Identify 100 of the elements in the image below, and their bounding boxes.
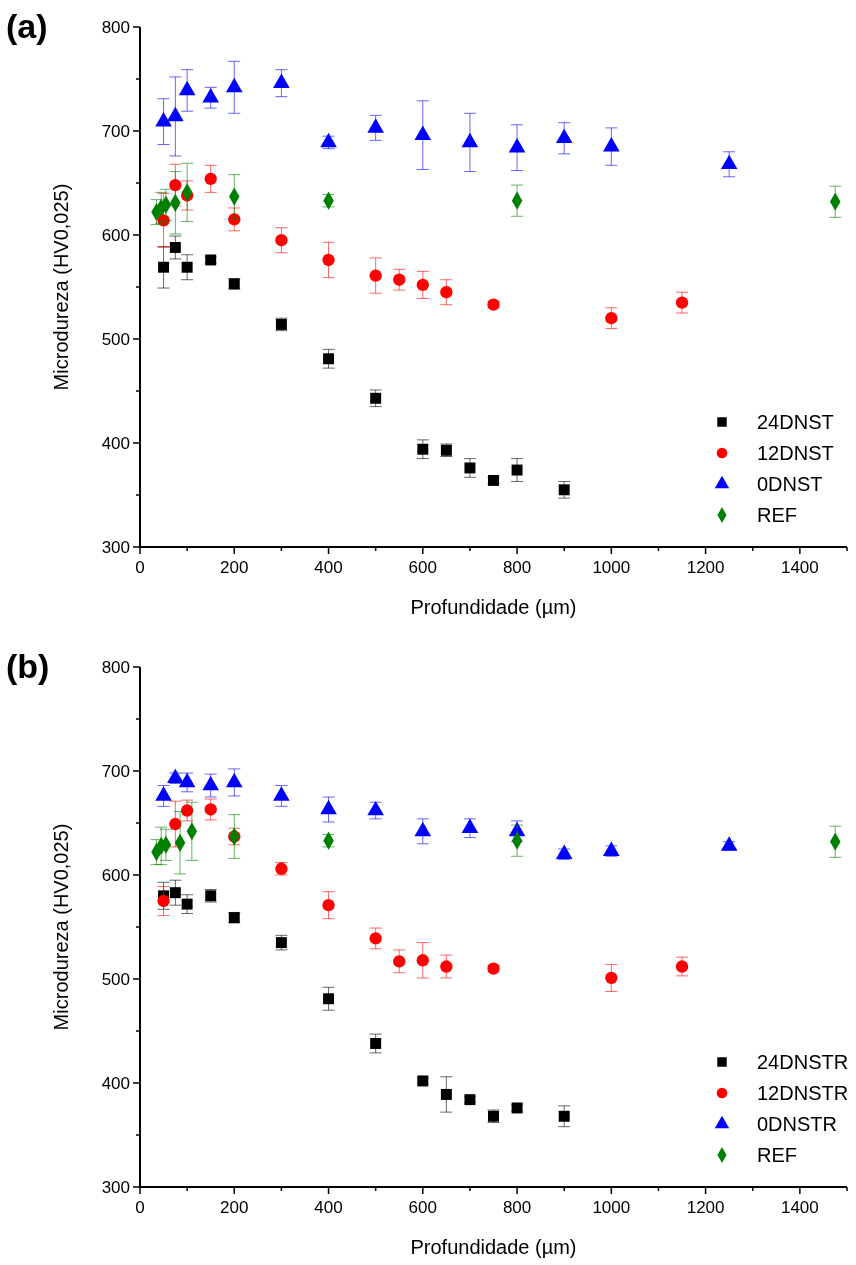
point	[440, 960, 453, 973]
chart-title: (a)	[6, 7, 48, 45]
x-tick-label: 800	[502, 1198, 532, 1217]
x-tick-label: 1000	[592, 558, 631, 577]
point	[367, 118, 384, 133]
point	[204, 172, 217, 186]
point	[461, 132, 479, 148]
legend-label: REF	[757, 504, 797, 526]
point	[169, 887, 181, 899]
point	[558, 484, 570, 496]
point	[417, 443, 429, 455]
x-tick-label: 400	[314, 1198, 343, 1217]
point	[603, 841, 620, 856]
x-tick-label: 1400	[780, 1198, 819, 1217]
y-tick-label: 400	[101, 434, 130, 453]
point	[180, 804, 194, 817]
point	[204, 803, 217, 816]
point	[720, 836, 738, 851]
point	[416, 954, 429, 967]
point	[370, 392, 382, 404]
x-tick-label: 1400	[780, 558, 819, 577]
point	[605, 971, 618, 985]
point	[169, 817, 182, 831]
point	[440, 1088, 452, 1100]
y-tick-label: 700	[101, 122, 130, 141]
x-tick-label: 200	[220, 1198, 249, 1217]
point	[416, 278, 429, 292]
x-tick-label: 1200	[686, 558, 725, 577]
point	[323, 353, 335, 365]
point	[675, 960, 689, 973]
x-tick-label: 0	[135, 1198, 145, 1217]
point	[202, 775, 220, 791]
x-tick-label: 1000	[592, 1198, 631, 1217]
point	[555, 844, 573, 860]
legend-label: 24DNSTR	[757, 1051, 849, 1073]
y-tick-label: 700	[101, 762, 130, 781]
x-tick-label: 800	[502, 558, 532, 577]
point	[461, 818, 479, 834]
x-tick-label: 600	[408, 1198, 437, 1217]
point	[393, 955, 406, 968]
point	[393, 273, 406, 286]
point	[511, 464, 523, 476]
point	[605, 312, 618, 325]
point	[273, 73, 290, 88]
point	[414, 125, 432, 140]
point	[320, 799, 337, 815]
point	[508, 138, 526, 153]
legend-label: 24DNST	[757, 411, 834, 433]
point	[464, 462, 476, 474]
y-tick-label: 800	[101, 18, 130, 37]
x-tick-label: 0	[135, 558, 145, 577]
y-tick-label: 300	[101, 1178, 130, 1197]
point	[558, 1110, 570, 1122]
point	[169, 242, 181, 253]
point	[369, 269, 382, 282]
point	[369, 932, 382, 945]
point	[275, 234, 288, 247]
y-tick-label: 600	[101, 226, 130, 245]
y-tick-label: 400	[101, 1074, 130, 1093]
x-tick-label: 600	[408, 558, 437, 577]
point	[675, 296, 689, 309]
point	[181, 898, 193, 910]
point	[720, 154, 738, 170]
point	[225, 77, 243, 93]
point	[178, 80, 196, 96]
point	[323, 993, 335, 1005]
x-tick-label: 1200	[686, 1198, 725, 1217]
y-axis-title: Microdureza (HV0,025)	[50, 183, 72, 391]
point	[228, 213, 241, 226]
x-axis-title: Profundidade (µm)	[410, 596, 577, 618]
legend-label: 0DNSTR	[757, 1113, 838, 1135]
point	[155, 112, 172, 127]
point	[181, 261, 193, 273]
y-tick-label: 600	[101, 866, 130, 885]
point	[169, 178, 182, 192]
point	[367, 800, 384, 816]
y-axis-title: Microdureza (HV0,025)	[50, 823, 72, 1031]
point	[370, 1038, 382, 1049]
legend-label: REF	[757, 1144, 797, 1166]
legend-label: 12DNSTR	[757, 1082, 849, 1104]
point	[508, 821, 526, 837]
point	[555, 128, 573, 144]
point	[225, 772, 243, 788]
chart-title: (b)	[6, 647, 50, 685]
legend-label: 0DNST	[757, 473, 823, 495]
point	[167, 106, 184, 122]
y-tick-label: 500	[101, 330, 130, 349]
point	[273, 786, 290, 801]
y-tick-label: 300	[101, 538, 130, 557]
y-tick-label: 800	[101, 658, 130, 677]
x-tick-label: 400	[314, 558, 343, 577]
x-axis-title: Profundidade (µm)	[410, 1236, 577, 1258]
point	[202, 88, 220, 103]
point	[603, 136, 620, 152]
point	[158, 261, 170, 273]
legend-label: 12DNST	[757, 442, 834, 464]
point	[414, 821, 432, 837]
y-tick-label: 500	[101, 970, 130, 989]
point	[322, 898, 335, 912]
x-tick-label: 200	[220, 558, 249, 577]
